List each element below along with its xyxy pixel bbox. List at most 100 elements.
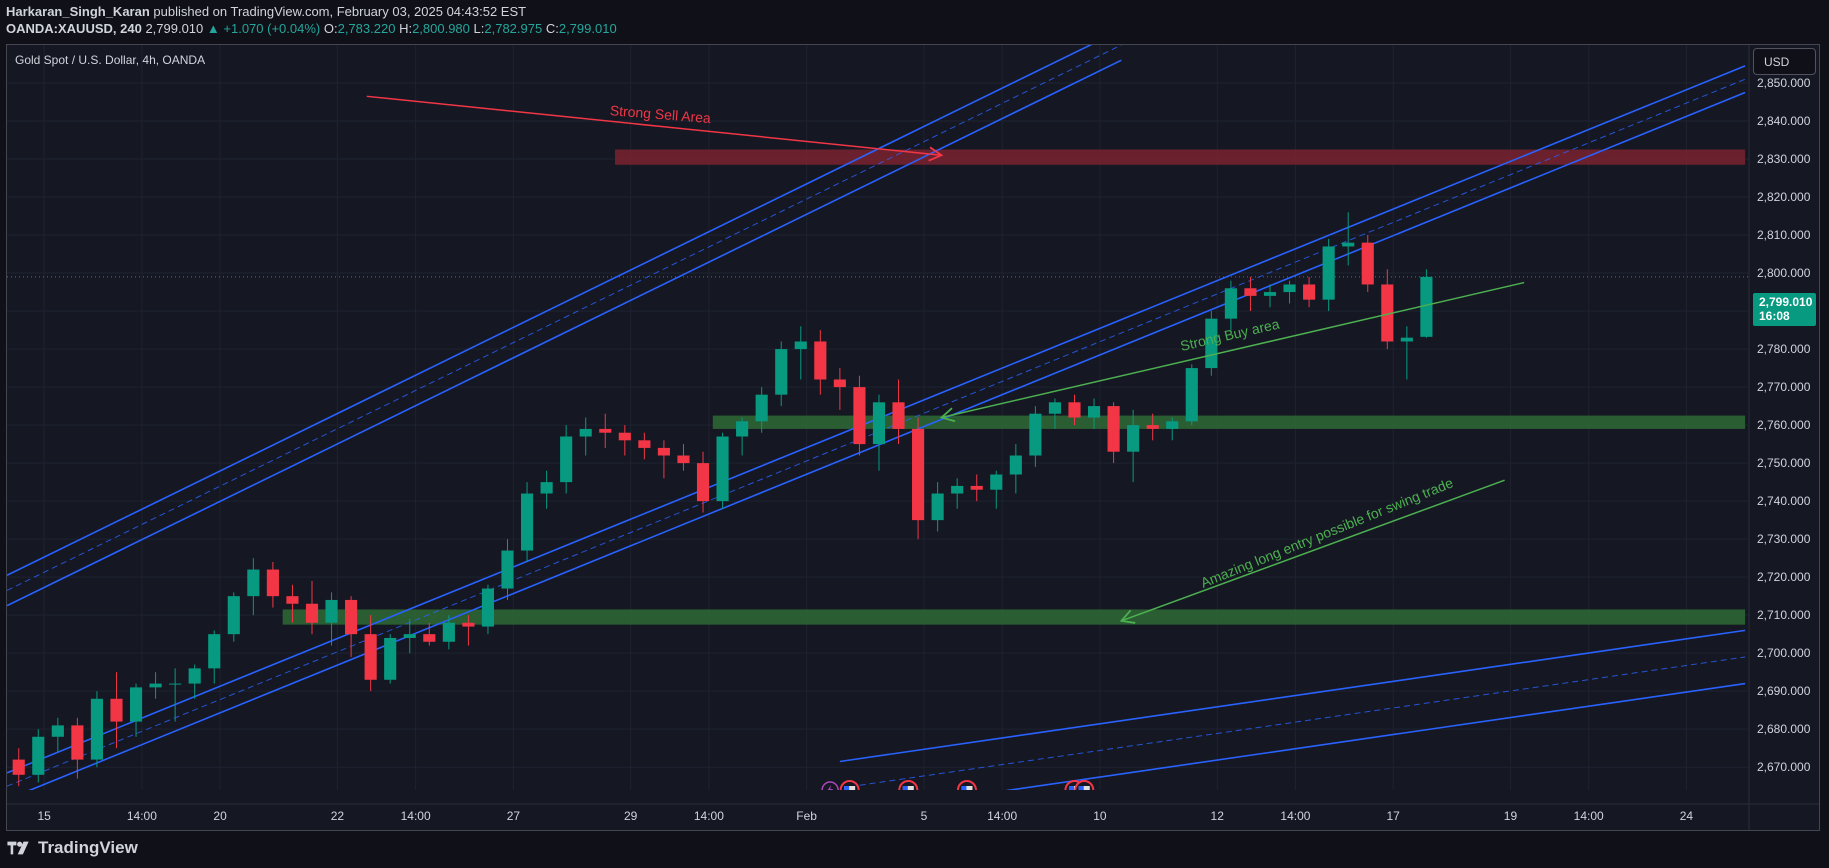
candle-body [1322,246,1335,300]
candle [618,425,631,456]
us-flag-event-icon[interactable] [956,780,977,799]
candle-body [1283,284,1296,293]
candle-body [853,387,866,445]
buy-zone-1 [712,415,1746,429]
us-flag-event-icon[interactable] [839,780,860,799]
candle-body [1166,421,1179,429]
candle-body [481,588,495,627]
candle-body [1146,425,1159,429]
y-tick-label: 2,840.000 [1757,114,1811,128]
candle [1381,269,1394,350]
high-value: 2,800.980 [412,21,470,36]
bar-countdown: 16:08 [1759,309,1790,323]
flag-canton [961,786,967,790]
candle-body [1087,406,1101,418]
candle [462,615,475,646]
candle-body [599,428,612,433]
candle [775,341,788,407]
y-tick-label: 2,680.000 [1757,722,1811,736]
us-flag-event-icon[interactable] [898,780,919,799]
x-tick-label: 19 [1504,809,1518,823]
candle-body [1303,284,1316,300]
candle-body [1029,413,1042,456]
candle-body [736,421,749,437]
y-tick-label: 2,850.000 [1757,76,1811,90]
annotation-arrow-line [941,281,1525,419]
x-tick-label: 14:00 [401,809,431,823]
y-tick-label: 2,780.000 [1757,342,1811,356]
candle [345,596,358,657]
x-tick-label: 14:00 [1574,809,1604,823]
symbol-label: OANDA:XAUUSD, 240 [6,21,142,36]
y-tick-label: 2,760.000 [1757,418,1811,432]
candle [892,379,905,445]
channel-middle-median [7,78,1746,787]
candle [814,330,827,395]
candle [833,368,846,410]
candle [188,664,201,699]
candle-body [716,436,729,502]
candle [794,326,807,380]
candle [208,630,221,684]
candle-body [872,402,886,445]
candle-body [833,379,846,388]
candle-body [384,637,397,680]
close-label: C: [545,21,559,36]
candle [912,417,925,540]
candle-body [286,596,299,604]
x-tick-label: 20 [213,809,227,823]
candle-body [912,428,925,521]
candle [1400,326,1413,380]
candle [501,539,514,600]
candle-body [892,402,905,429]
candle [384,634,397,684]
candle [149,672,162,699]
candle [1342,212,1355,266]
annotation-arrow [939,281,1525,423]
x-tick-label: 17 [1386,809,1400,823]
author-name[interactable]: Harkaran_Singh_Karan [6,4,150,19]
lightning-event-icon[interactable] [821,781,839,798]
candle [32,729,45,783]
candle [227,592,240,642]
candle-body [208,634,221,669]
chart-title: Gold Spot / U.S. Dollar, 4h, OANDA [15,53,205,67]
candle-body [129,687,143,722]
annotation-label: Amazing long entry possible for swing tr… [1198,474,1455,590]
candle [1029,406,1042,467]
candle [1048,398,1061,429]
candle [951,478,964,509]
y-tick-label: 2,770.000 [1757,380,1811,394]
tradingview-logo-icon [7,841,29,855]
flag-field [902,786,914,790]
y-tick-label: 2,800.000 [1757,266,1811,280]
candle-body [501,550,514,589]
brand-name: TradingView [38,838,138,857]
y-tick-label: 2,710.000 [1757,608,1811,622]
flag-canton [902,786,908,790]
candle-body [657,447,670,456]
candle-body [520,493,534,551]
low-value: 2,782.975 [484,21,543,36]
open-label: O: [323,21,338,36]
channel-upper-median [7,45,1122,591]
last-price-tag-value: 2,799.010 [1759,295,1813,309]
candle-body [403,634,416,638]
currency-button[interactable]: USD [1753,48,1816,75]
us-flag-event-icon[interactable] [1074,780,1095,799]
annotation-label: Strong Sell Area [609,102,711,126]
tradingview-logo[interactable]: TradingView [6,838,138,858]
x-tick-label: 22 [331,809,345,823]
high-label: H: [399,21,413,36]
last-price: 2,799.010 [145,21,204,36]
plot-area: Strong Sell Area Strong Buy area Amazing l… [7,45,1749,799]
candle-body [1127,425,1140,452]
candle [325,592,338,646]
annotation-arrow [366,95,944,162]
candle-body [560,436,573,483]
candle [638,432,651,460]
candle [931,482,944,532]
y-tick-label: 2,670.000 [1757,760,1811,774]
x-tick-label: 12 [1211,809,1225,823]
